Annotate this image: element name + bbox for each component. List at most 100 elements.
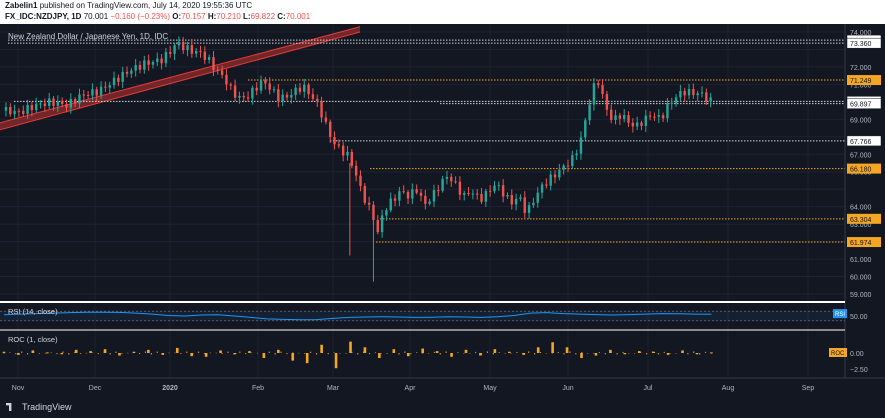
roc-bar xyxy=(133,352,135,354)
roc-bar xyxy=(551,342,554,353)
roc-bar xyxy=(386,353,388,354)
price-tick-label: 64.000 xyxy=(850,205,872,212)
candle-body xyxy=(324,117,328,122)
price-tick-label: 61.000 xyxy=(850,257,872,264)
high-label: H: xyxy=(207,12,217,21)
close-value: 70.001 xyxy=(285,12,311,21)
candle-body xyxy=(359,175,362,186)
roc-bar xyxy=(21,351,23,353)
roc-bar xyxy=(652,351,655,353)
roc-bar xyxy=(46,352,49,354)
roc-bar xyxy=(190,353,193,357)
candle-body xyxy=(65,104,68,108)
candle-body xyxy=(558,169,561,178)
candles xyxy=(4,36,712,282)
roc-bar xyxy=(44,352,46,354)
channel-lower-line xyxy=(0,31,361,131)
symbol-label: FX_IDC:NZDJPY, 1D xyxy=(5,12,82,21)
roc-bar xyxy=(203,353,206,355)
roc-bar xyxy=(321,351,323,353)
roc-bar xyxy=(245,353,247,355)
roc-bar xyxy=(536,347,540,353)
candle-body xyxy=(350,151,354,166)
candle-body xyxy=(13,110,16,115)
candle-body xyxy=(117,77,120,82)
candle-body xyxy=(337,144,341,146)
roc-bar xyxy=(616,353,618,355)
price-axis[interactable]: 74.00072.00071.00069.00067.00066.00064.0… xyxy=(844,24,885,378)
candle-body xyxy=(207,57,211,60)
roc-bar xyxy=(469,353,471,354)
level-badge-label: 63.304 xyxy=(850,217,872,224)
roc-bar xyxy=(651,351,654,353)
candle-body xyxy=(406,191,410,199)
candle-body xyxy=(687,89,691,96)
time-axis-bg xyxy=(0,378,885,398)
candle-body xyxy=(618,115,622,119)
candle-body xyxy=(43,103,47,107)
candle-body xyxy=(277,89,280,102)
roc-bar xyxy=(363,347,367,353)
candle-body xyxy=(506,194,509,197)
level-badge xyxy=(847,163,881,174)
candle-body xyxy=(653,116,656,118)
publish-line: Zabelin1 published on TradingView.com, J… xyxy=(5,1,252,10)
roc-bar xyxy=(268,351,270,353)
candle-body xyxy=(437,190,440,192)
candle-body xyxy=(229,84,232,86)
level-badge xyxy=(847,75,881,86)
roc-bar xyxy=(349,341,352,353)
candle-body xyxy=(519,197,522,199)
roc-bar xyxy=(594,353,598,356)
candle-body xyxy=(627,115,630,123)
roc-bar xyxy=(17,353,20,355)
candle-body xyxy=(56,101,60,106)
roc-bar xyxy=(475,351,477,353)
roc-bar xyxy=(508,351,511,353)
roc-bar xyxy=(26,353,29,355)
roc-bar xyxy=(334,353,338,369)
tradingview-logo-icon xyxy=(6,403,12,411)
candle-body xyxy=(463,193,466,195)
level-badge xyxy=(846,135,882,147)
roc-bar xyxy=(103,349,107,353)
candle-body xyxy=(281,94,284,102)
candle-body xyxy=(566,165,570,167)
roc-bar xyxy=(392,351,394,353)
roc-bar xyxy=(551,353,553,354)
chart-canvas[interactable]: 74.00072.00071.00069.00067.00066.00064.0… xyxy=(0,24,885,398)
roc-bar xyxy=(115,351,117,353)
roc-bar xyxy=(480,353,483,355)
time-axis[interactable]: Nov Dec 2020 Feb Mar Apr May Jun Jul Aug Sep xyxy=(0,377,885,398)
candle-body xyxy=(52,98,55,106)
candle-body xyxy=(389,198,392,211)
candle-body xyxy=(514,198,518,205)
time-tick-label: Jul xyxy=(644,385,653,392)
roc-bar xyxy=(50,352,52,353)
level-badge xyxy=(847,213,881,224)
roc-bar xyxy=(363,351,365,353)
candle-body xyxy=(255,87,258,91)
tradingview-logo[interactable]: TradingView xyxy=(6,402,72,412)
candle-body xyxy=(523,197,526,213)
candle-body xyxy=(60,101,64,105)
roc-bar xyxy=(144,351,147,353)
roc-bar xyxy=(592,353,595,354)
roc-bar xyxy=(368,353,371,355)
candle-body xyxy=(622,115,626,119)
roc-bar xyxy=(80,353,82,354)
candle-body xyxy=(610,109,613,120)
footer: TradingView xyxy=(0,398,885,418)
candle-body xyxy=(35,103,38,111)
candle-body xyxy=(471,193,475,195)
roc-bar xyxy=(138,353,141,355)
roc-bar xyxy=(89,351,92,353)
time-tick-label: Jun xyxy=(562,385,573,392)
roc-bar xyxy=(333,352,335,353)
roc-bar xyxy=(239,351,241,353)
author-name[interactable]: Zabelin1 xyxy=(5,1,38,10)
roc-bar xyxy=(56,353,58,355)
roc-bar xyxy=(378,353,381,359)
roc-bar xyxy=(604,353,606,355)
roc-bar xyxy=(215,352,217,354)
